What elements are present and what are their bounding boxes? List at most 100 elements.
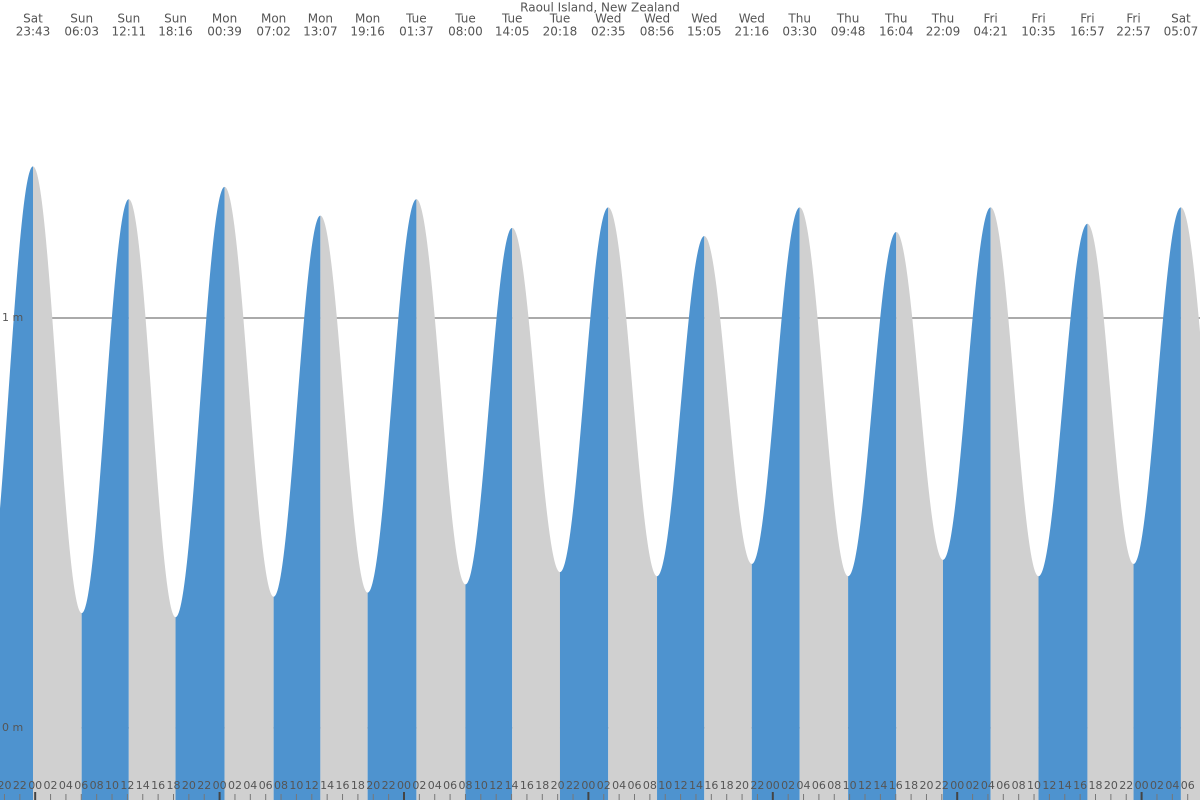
extreme-day: Tue xyxy=(454,12,476,26)
x-tick-label: 10 xyxy=(1027,779,1041,792)
extreme-day: Fri xyxy=(1031,12,1045,26)
x-tick-label: 02 xyxy=(412,779,426,792)
x-tick-label: 22 xyxy=(935,779,949,792)
x-tick-label: 20 xyxy=(182,779,196,792)
y-tick-label: 1 m xyxy=(2,311,23,324)
x-tick-label: 14 xyxy=(136,779,150,792)
x-tick-label: 00 xyxy=(950,779,964,792)
extreme-day: Thu xyxy=(787,12,811,26)
x-tick-label: 06 xyxy=(627,779,641,792)
x-tick-label: 14 xyxy=(505,779,519,792)
x-tick-label: 08 xyxy=(274,779,288,792)
x-tick-label: 12 xyxy=(674,779,688,792)
extreme-time: 00:39 xyxy=(207,25,242,39)
extreme-day: Tue xyxy=(405,12,427,26)
x-tick-label: 18 xyxy=(904,779,918,792)
extreme-time: 22:57 xyxy=(1116,25,1151,39)
extreme-time: 08:56 xyxy=(640,25,675,39)
extreme-time: 01:37 xyxy=(399,25,434,39)
extreme-time: 09:48 xyxy=(831,25,866,39)
x-tick-label: 14 xyxy=(873,779,887,792)
x-tick-label: 14 xyxy=(320,779,334,792)
x-tick-label: 08 xyxy=(458,779,472,792)
x-tick-label: 00 xyxy=(213,779,227,792)
x-tick-label: 02 xyxy=(44,779,58,792)
x-tick-label: 12 xyxy=(305,779,319,792)
rising-tide xyxy=(273,215,321,800)
rising-tide xyxy=(848,231,897,800)
x-tick-label: 02 xyxy=(781,779,795,792)
extreme-day: Wed xyxy=(739,12,765,26)
x-tick-label: 18 xyxy=(535,779,549,792)
x-tick-label: 16 xyxy=(889,779,903,792)
extreme-day: Sun xyxy=(164,12,187,26)
falling-tide xyxy=(990,207,1039,800)
x-tick-label: 22 xyxy=(197,779,211,792)
extreme-time: 13:07 xyxy=(303,25,338,39)
x-tick-label: 04 xyxy=(981,779,995,792)
y-tick-label: 0 m xyxy=(2,721,23,734)
x-tick-label: 08 xyxy=(827,779,841,792)
rising-tide xyxy=(465,227,513,800)
rising-tide xyxy=(367,199,417,800)
extreme-day: Thu xyxy=(931,12,955,26)
x-tick-label: 04 xyxy=(243,779,257,792)
x-tick-label: 20 xyxy=(919,779,933,792)
x-tick-label: 00 xyxy=(397,779,411,792)
x-tick-label: 08 xyxy=(643,779,657,792)
falling-tide xyxy=(1180,207,1200,800)
falling-tide xyxy=(320,215,368,800)
rising-tide xyxy=(175,186,225,800)
x-tick-label: 06 xyxy=(996,779,1010,792)
extreme-day: Tue xyxy=(501,12,523,26)
x-tick-label: 22 xyxy=(750,779,764,792)
extreme-day: Sun xyxy=(70,12,93,26)
falling-tide xyxy=(608,207,658,800)
extreme-day: Mon xyxy=(355,12,380,26)
x-tick-label: 00 xyxy=(1135,779,1149,792)
extreme-day: Fri xyxy=(1126,12,1140,26)
x-tick-label: 16 xyxy=(151,779,165,792)
extreme-time: 05:07 xyxy=(1164,25,1199,39)
extreme-time: 15:05 xyxy=(687,25,722,39)
rising-tide xyxy=(81,199,129,800)
extreme-day: Fri xyxy=(1080,12,1094,26)
x-tick-label: 12 xyxy=(489,779,503,792)
extreme-day: Thu xyxy=(836,12,860,26)
rising-tide xyxy=(657,236,705,800)
x-tick-label: 20 xyxy=(551,779,565,792)
extreme-day: Wed xyxy=(691,12,717,26)
x-tick-label: 20 xyxy=(0,779,11,792)
chart-title: Raoul Island, New Zealand xyxy=(520,1,680,15)
x-tick-label: 02 xyxy=(1150,779,1164,792)
x-tick-label: 10 xyxy=(843,779,857,792)
x-tick-label: 16 xyxy=(1073,779,1087,792)
x-tick-label: 20 xyxy=(366,779,380,792)
x-tick-label: 10 xyxy=(474,779,488,792)
x-tick-label: 16 xyxy=(336,779,350,792)
extreme-day: Mon xyxy=(261,12,286,26)
x-tick-label: 08 xyxy=(1012,779,1026,792)
rising-tide xyxy=(751,207,800,800)
x-tick-label: 14 xyxy=(689,779,703,792)
x-tick-label: 16 xyxy=(520,779,534,792)
extreme-day: Wed xyxy=(644,12,670,26)
x-tick-label: 04 xyxy=(797,779,811,792)
x-tick-label: 22 xyxy=(1119,779,1133,792)
x-tick-label: 10 xyxy=(289,779,303,792)
x-tick-label: 12 xyxy=(858,779,872,792)
x-tick-label: 08 xyxy=(90,779,104,792)
falling-tide xyxy=(1087,223,1134,800)
x-tick-label: 18 xyxy=(720,779,734,792)
x-tick-label: 00 xyxy=(581,779,595,792)
extreme-time: 04:21 xyxy=(973,25,1008,39)
x-tick-label: 18 xyxy=(1089,779,1103,792)
extreme-day: Wed xyxy=(595,12,621,26)
x-tick-label: 04 xyxy=(612,779,626,792)
rising-tide xyxy=(942,207,991,800)
falling-tide xyxy=(704,236,752,800)
x-tick-label: 04 xyxy=(428,779,442,792)
extreme-day: Sun xyxy=(117,12,140,26)
extreme-day: Thu xyxy=(884,12,908,26)
extreme-time: 14:05 xyxy=(495,25,530,39)
